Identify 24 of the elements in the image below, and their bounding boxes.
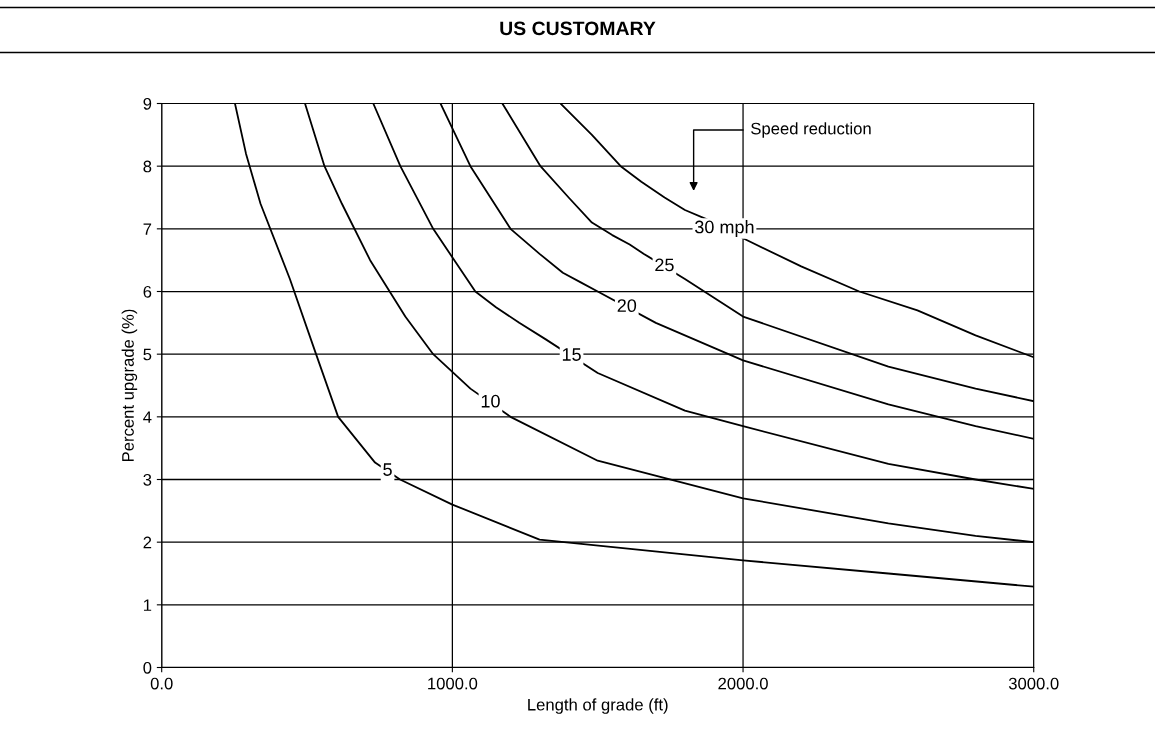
y-tick-label: 5 (143, 348, 152, 361)
annotation: Speed reduction (751, 122, 871, 138)
y-tick-label: 6 (143, 285, 152, 298)
y-tick-label: 1 (143, 599, 152, 611)
series-label: 30 mph (695, 220, 754, 237)
x-tick-label: 2000.0 (718, 677, 768, 690)
y-tick-label: 2 (143, 536, 152, 549)
series-label: 10 (481, 394, 500, 408)
y-tick-label: 9 (143, 97, 152, 110)
series-label: 15 (562, 348, 581, 361)
x-tick-label: 0.0 (150, 677, 173, 690)
y-tick-label: 3 (143, 473, 152, 486)
series-label: 5 (383, 463, 392, 476)
x-tick-label: 1000.0 (428, 677, 478, 690)
y-tick-label: 0 (143, 661, 152, 674)
y-tick-label: 7 (143, 223, 152, 235)
series-label: 20 (617, 299, 637, 313)
series-label: 25 (655, 258, 674, 272)
y-tick-label: 4 (143, 411, 152, 423)
x-tick-label: 3000.0 (1008, 677, 1059, 690)
y-tick-label: 8 (143, 160, 152, 173)
x-axis-title: Length of grade (ft) (528, 698, 668, 714)
y-axis-title: Percent upgrade (%) (121, 309, 138, 462)
chart-title: US CUSTOMARY (500, 21, 656, 36)
